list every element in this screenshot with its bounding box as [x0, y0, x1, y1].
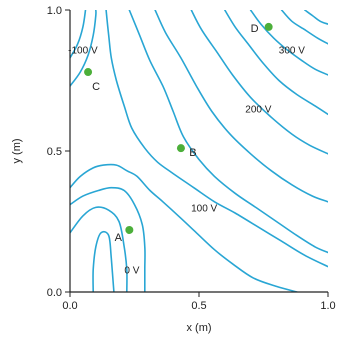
point-marker-a	[125, 225, 134, 234]
contour-value-label: 100 V	[191, 203, 217, 214]
contour-line	[92, 230, 115, 292]
point-marker-d	[264, 22, 273, 31]
point-label-d: D	[251, 23, 259, 35]
y-axis-title: y (m)	[11, 138, 23, 163]
x-tick-label: 1.0	[320, 300, 335, 312]
contour-value-label: -100 V	[68, 45, 98, 56]
x-axis-title: x (m)	[186, 322, 211, 334]
contour-line	[70, 10, 97, 87]
contour-line	[128, 10, 328, 254]
contour-line	[190, 10, 328, 155]
x-tick-label: 0.5	[191, 300, 206, 312]
contour-line	[70, 163, 298, 292]
y-tick-label: 1.0	[47, 5, 62, 17]
contour-line	[70, 10, 87, 59]
contour-line	[249, 10, 328, 76]
point-marker-b	[176, 144, 185, 153]
contour-value-label: 0 V	[124, 265, 139, 276]
point-marker-c	[84, 68, 93, 77]
contour-line	[224, 10, 328, 116]
y-tick-label: 0.0	[47, 287, 62, 299]
point-label-b: B	[189, 147, 196, 159]
y-tick-label: 0.5	[47, 146, 62, 158]
contour-value-label: 200 V	[245, 105, 271, 116]
contour-line	[280, 10, 328, 45]
contour-lines	[70, 10, 328, 292]
marked-points: A B C D	[84, 22, 273, 244]
point-label-a: A	[115, 232, 123, 244]
contour-line	[70, 206, 128, 292]
contour-line	[154, 10, 328, 203]
x-tick-label: 0.0	[62, 300, 77, 312]
contour-value-label: 300 V	[279, 45, 305, 56]
contour-line	[304, 10, 328, 25]
contour-line	[70, 186, 146, 292]
contour-line	[105, 10, 328, 268]
contour-labels: -100 V 0 V 100 V 200 V 300 V	[68, 45, 305, 276]
point-label-c: C	[92, 81, 100, 93]
ticks: 0.0 0.5 1.0 0.0 0.5 1.0	[47, 5, 336, 312]
